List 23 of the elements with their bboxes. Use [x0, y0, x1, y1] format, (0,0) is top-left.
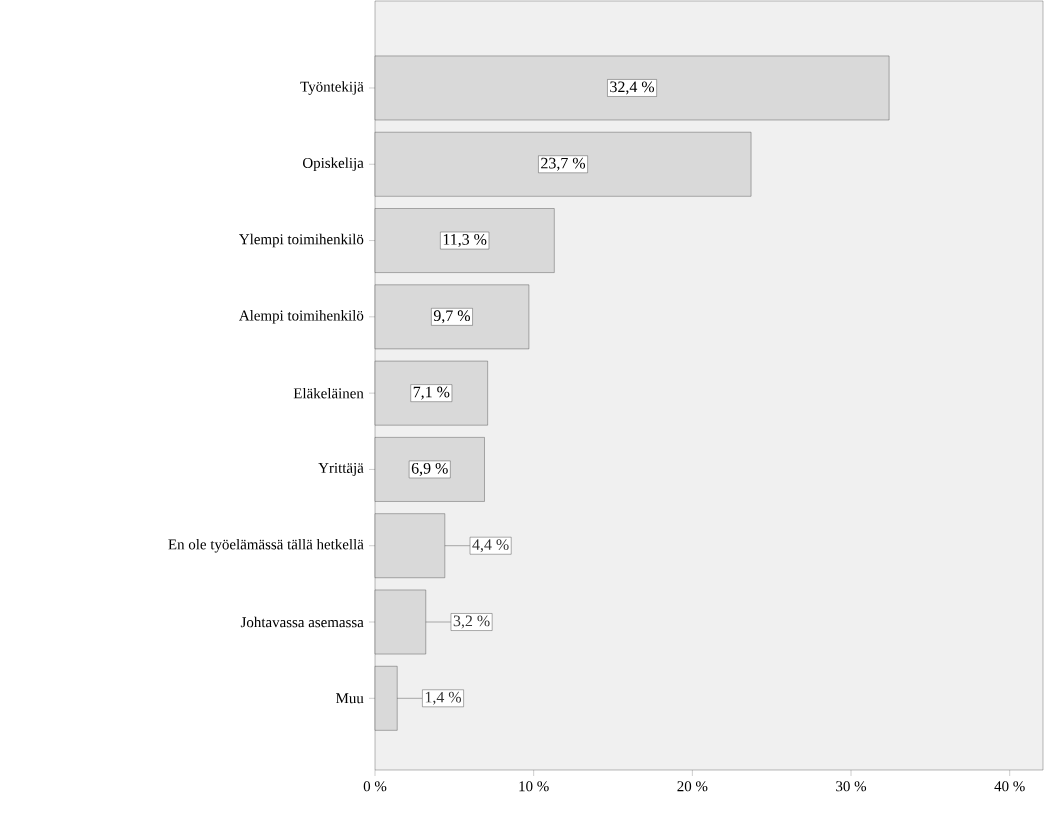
data-label: 11,3 %	[443, 234, 487, 248]
data-label: 32,4 %	[610, 81, 655, 95]
x-tick-label: 0 %	[363, 781, 387, 792]
x-tick-label: 30 %	[836, 781, 867, 792]
data-label: 9,7 %	[433, 310, 471, 324]
data-label: 1,4 %	[425, 691, 462, 705]
y-tick-label: Työntekijä	[300, 81, 364, 95]
y-tick-label: Ylempi toimihenkilö	[239, 233, 364, 248]
data-label: 3,2 %	[453, 615, 490, 629]
data-label: 6,9 %	[411, 462, 448, 476]
y-tick-label: Yrittäjä	[318, 462, 364, 476]
data-label: 23,7 %	[541, 157, 586, 171]
y-tick-label: En ole työelämässä tällä hetkellä	[168, 538, 364, 553]
data-label: 4,4 %	[472, 539, 509, 553]
x-tick-label: 40 %	[994, 781, 1025, 792]
x-tick-label: 20 %	[677, 781, 708, 792]
x-tick-label: 10 %	[519, 781, 549, 792]
y-tick-label: Alempi toimihenkilö	[239, 310, 364, 324]
y-tick-label: Opiskelija	[303, 157, 364, 172]
y-tick-label: Eläkeläinen	[293, 387, 364, 399]
data-label: 7,1 %	[413, 386, 450, 400]
y-tick-label: Muu	[336, 693, 364, 704]
y-tick-label: Johtavassa asemassa	[240, 616, 364, 628]
